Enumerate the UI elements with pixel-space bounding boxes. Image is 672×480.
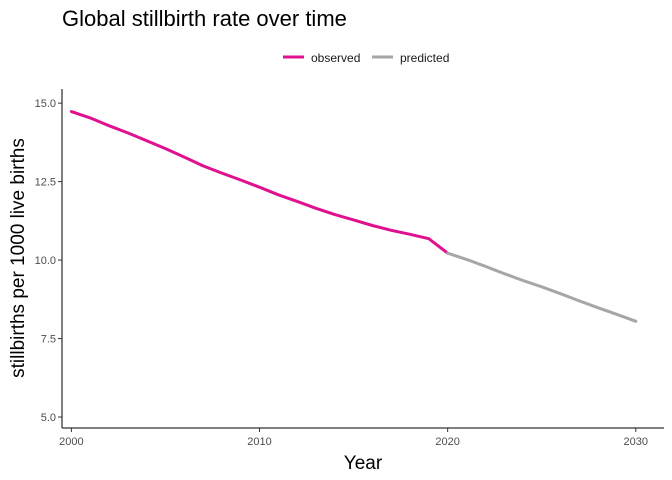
x-tick-label: 2010 [247,436,271,448]
y-tick-label: 10.0 [35,255,56,267]
x-axis-title: Year [344,453,383,474]
y-ticks: 5.0 7.5 10.0 12.5 15.0 [35,98,62,424]
chart-title: Global stillbirth rate over time [62,6,347,31]
x-tick-label: 2030 [624,436,648,448]
y-tick-label: 7.5 [41,334,56,346]
legend: observed predicted [283,51,449,65]
y-tick-label: 5.0 [41,412,56,424]
y-tick-label: 15.0 [35,98,56,110]
series-line-observed [69,110,450,255]
x-tick-label: 2020 [435,436,459,448]
legend-label-observed: observed [311,51,360,65]
legend-label-predicted: predicted [400,51,449,65]
x-tick-label: 2000 [59,436,83,448]
y-tick-label: 12.5 [35,177,56,189]
series-line-predicted [446,251,638,323]
series-lines [69,110,638,323]
y-axis-title: stillbirths per 1000 live births [8,138,29,378]
x-ticks: 2000 2010 2020 2030 [59,428,648,448]
plot-area: 5.0 7.5 10.0 12.5 15.0 2000 2010 2020 2030 [35,89,664,448]
